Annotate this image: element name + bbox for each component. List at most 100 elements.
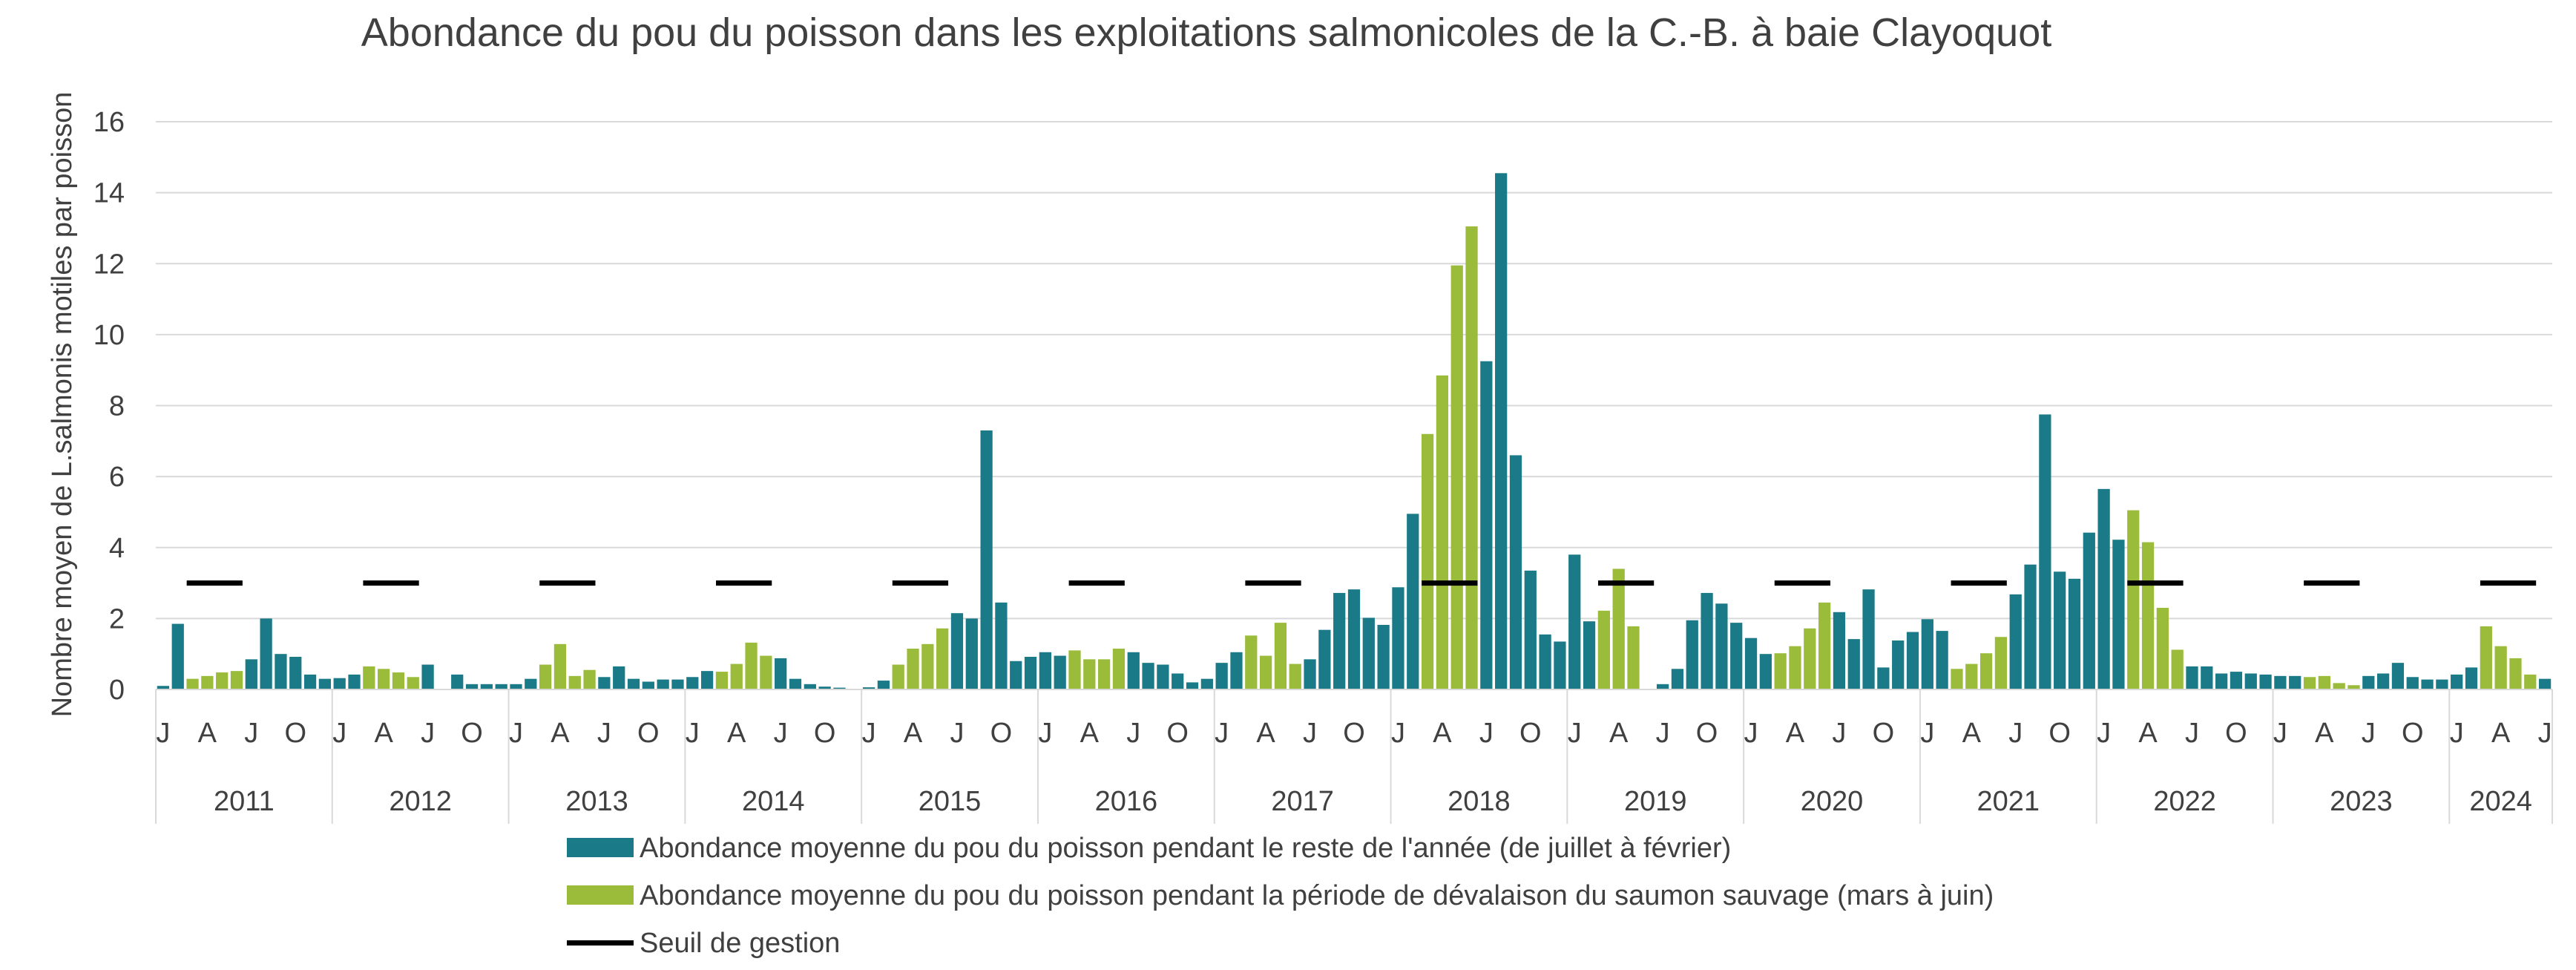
month-tick-label: A xyxy=(374,718,393,749)
bar xyxy=(1010,661,1022,689)
bar xyxy=(2244,673,2257,689)
bar xyxy=(1407,514,1419,689)
month-tick-label: J xyxy=(156,718,170,749)
bar xyxy=(862,687,875,689)
bar xyxy=(700,671,714,689)
bar xyxy=(2406,677,2419,689)
bar xyxy=(1657,684,1669,689)
bar xyxy=(1554,641,1566,689)
bar xyxy=(2391,663,2405,689)
bar xyxy=(1377,624,1390,689)
bar xyxy=(2171,649,2184,689)
bar xyxy=(833,687,846,689)
bar xyxy=(318,678,332,689)
bar xyxy=(1142,663,1154,689)
bar xyxy=(201,675,214,689)
month-tick-label: O xyxy=(2225,718,2247,749)
bar xyxy=(1230,652,1243,689)
bar xyxy=(686,677,699,689)
bar xyxy=(775,658,787,689)
month-tick-label: A xyxy=(1433,718,1452,749)
bar xyxy=(1436,375,1449,689)
bar xyxy=(2024,564,2037,689)
month-tick-label: A xyxy=(551,718,570,749)
bar xyxy=(1495,173,1508,689)
bar xyxy=(1597,610,1610,689)
bar xyxy=(1274,623,1287,689)
year-label: 2023 xyxy=(2330,786,2393,817)
bar xyxy=(1465,226,1478,689)
bar xyxy=(1480,361,1493,689)
bar xyxy=(2318,675,2330,689)
y-tick-label: 8 xyxy=(109,391,125,422)
bar xyxy=(378,669,390,689)
bar xyxy=(333,678,346,689)
month-tick-label: A xyxy=(1786,718,1805,749)
bar xyxy=(363,666,375,689)
bar xyxy=(1259,655,1272,689)
bar xyxy=(950,613,964,689)
bar xyxy=(230,671,243,689)
bar xyxy=(1112,649,1126,689)
month-tick-label: J xyxy=(2185,718,2199,749)
year-label: 2024 xyxy=(2469,786,2532,817)
month-tick-label: J xyxy=(2097,718,2111,749)
bar xyxy=(260,618,272,690)
bar xyxy=(1744,638,1758,689)
bar xyxy=(2039,414,2051,689)
bar xyxy=(1877,667,1890,689)
bar xyxy=(2127,510,2140,689)
bar xyxy=(1774,653,1787,689)
year-label: 2014 xyxy=(742,786,805,817)
bar xyxy=(1304,659,1316,689)
bar xyxy=(1965,663,1978,689)
bar xyxy=(1804,628,1816,689)
bar xyxy=(789,678,802,689)
bar xyxy=(2068,578,2081,689)
bar xyxy=(1186,682,1199,689)
month-tick-label: J xyxy=(2008,718,2023,749)
bar xyxy=(1906,632,1919,689)
gridlines xyxy=(156,121,2552,620)
year-label: 2012 xyxy=(389,786,452,817)
bar xyxy=(1068,650,1081,689)
year-label: 2013 xyxy=(565,786,628,817)
bars xyxy=(157,173,2552,690)
bar xyxy=(1686,620,1698,689)
y-tick-label: 10 xyxy=(93,320,125,351)
y-tick-label: 2 xyxy=(109,603,125,635)
bar xyxy=(186,678,199,689)
bar xyxy=(1671,669,1684,689)
bar xyxy=(1083,659,1096,689)
bar xyxy=(216,672,229,689)
y-tick-label: 16 xyxy=(93,107,125,138)
bar xyxy=(671,679,684,689)
bar xyxy=(1421,433,1434,689)
month-tick-label: O xyxy=(1166,718,1189,749)
bar xyxy=(421,664,434,689)
legend-swatch-rest-of-year xyxy=(567,838,634,857)
month-tick-label: J xyxy=(1126,718,1140,749)
year-label: 2020 xyxy=(1801,786,1864,817)
year-label: 2015 xyxy=(919,786,982,817)
bar xyxy=(715,672,729,689)
bar xyxy=(2376,673,2390,689)
month-tick-label: O xyxy=(284,718,306,749)
bar xyxy=(907,649,919,689)
bar xyxy=(2141,542,2155,689)
y-tick-label: 4 xyxy=(109,533,125,564)
bar xyxy=(1583,621,1596,689)
year-label: 2021 xyxy=(1977,786,2040,817)
bar xyxy=(2083,532,2095,689)
month-tick-label: J xyxy=(1832,718,1846,749)
bar xyxy=(995,602,1008,689)
y-tick-label: 14 xyxy=(93,178,125,209)
y-tick-label: 12 xyxy=(93,249,125,280)
bar xyxy=(2362,675,2375,689)
bar xyxy=(171,623,184,689)
month-tick-label: J xyxy=(2450,718,2464,749)
bar xyxy=(1024,657,1037,689)
legend-label-outmigration: Abondance moyenne du pou du poisson pend… xyxy=(640,880,1994,911)
bar xyxy=(760,655,772,689)
month-tick-label: J xyxy=(1656,718,1670,749)
